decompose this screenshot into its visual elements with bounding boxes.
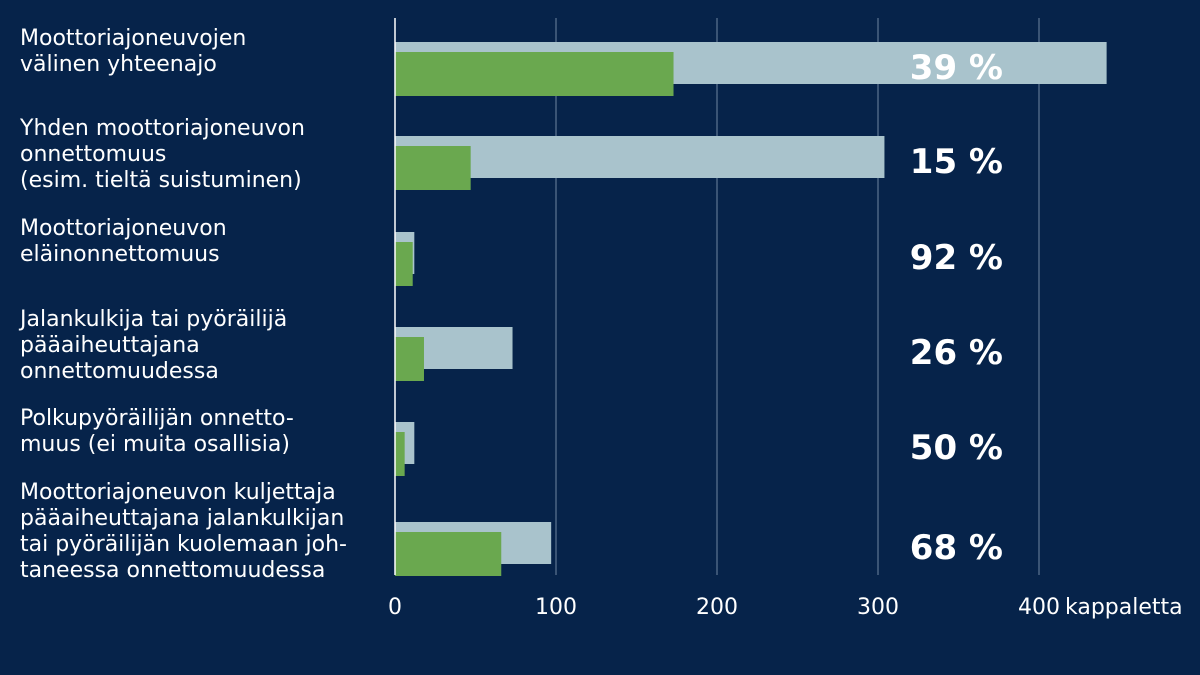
x-tick-label-200: 200: [696, 595, 738, 620]
bar-share-4: [395, 432, 405, 476]
category-label-1: Yhden moottoriajoneuvon onnettomuus (esim.…: [19, 116, 305, 193]
percent-label-5: 68 %: [910, 528, 1003, 568]
bar-share-5: [395, 532, 502, 576]
category-label-line: Jalankulkija tai pyöräilijä: [18, 307, 287, 332]
x-axis-unit-label: kappaletta: [1065, 595, 1183, 620]
category-label-line: välinen yhteenajo: [20, 52, 217, 77]
category-label-line: Polkupyöräilijän onnetto-: [20, 406, 294, 431]
x-tick-label-0: 0: [388, 595, 402, 620]
category-label-4: Polkupyöräilijän onnetto-muus (ei muita …: [20, 406, 294, 457]
percent-label-3: 26 %: [910, 333, 1003, 373]
category-label-line: onnettomuus: [20, 142, 166, 167]
category-label-line: onnettomuudessa: [20, 359, 219, 384]
bar-share-3: [395, 337, 424, 381]
category-label-line: eläinonnettomuus: [20, 242, 220, 267]
bar-share-2: [395, 242, 413, 286]
category-label-line: Moottoriajoneuvon: [20, 216, 227, 241]
category-label-line: muus (ei muita osallisia): [20, 432, 290, 457]
bar-total-1: [395, 136, 885, 178]
category-label-line: pääaiheuttajana jalankulkijan: [20, 506, 344, 531]
category-label-5: Moottoriajoneuvon kuljettaja pääaiheuttaj…: [20, 480, 347, 583]
percent-label-2: 92 %: [910, 238, 1003, 278]
category-label-line: Yhden moottoriajoneuvon: [19, 116, 305, 141]
bar-share-1: [395, 146, 471, 190]
bar-share-0: [395, 52, 674, 96]
x-tick-label-400: 400: [1018, 595, 1060, 620]
category-label-0: Moottoriajoneuvojen välinen yhteenajo: [20, 26, 246, 77]
category-label-line: pääaiheuttajana: [20, 333, 200, 358]
percent-label-0: 39 %: [910, 48, 1003, 88]
category-label-line: Moottoriajoneuvojen: [20, 26, 246, 51]
category-label-2: Moottoriajoneuvon eläinonnettomuus: [20, 216, 227, 267]
percent-label-4: 50 %: [910, 428, 1003, 468]
category-label-line: (esim. tieltä suistuminen): [20, 168, 302, 193]
category-label-line: tai pyöräilijän kuolemaan joh-: [20, 532, 347, 557]
percent-label-1: 15 %: [910, 142, 1003, 182]
category-label-line: Moottoriajoneuvon kuljettaja: [20, 480, 336, 505]
category-label-3: Jalankulkija tai pyöräilijä pääaiheuttaja…: [18, 307, 287, 384]
category-label-line: taneessa onnettomuudessa: [20, 558, 325, 583]
x-tick-label-300: 300: [857, 595, 899, 620]
x-tick-label-100: 100: [535, 595, 577, 620]
